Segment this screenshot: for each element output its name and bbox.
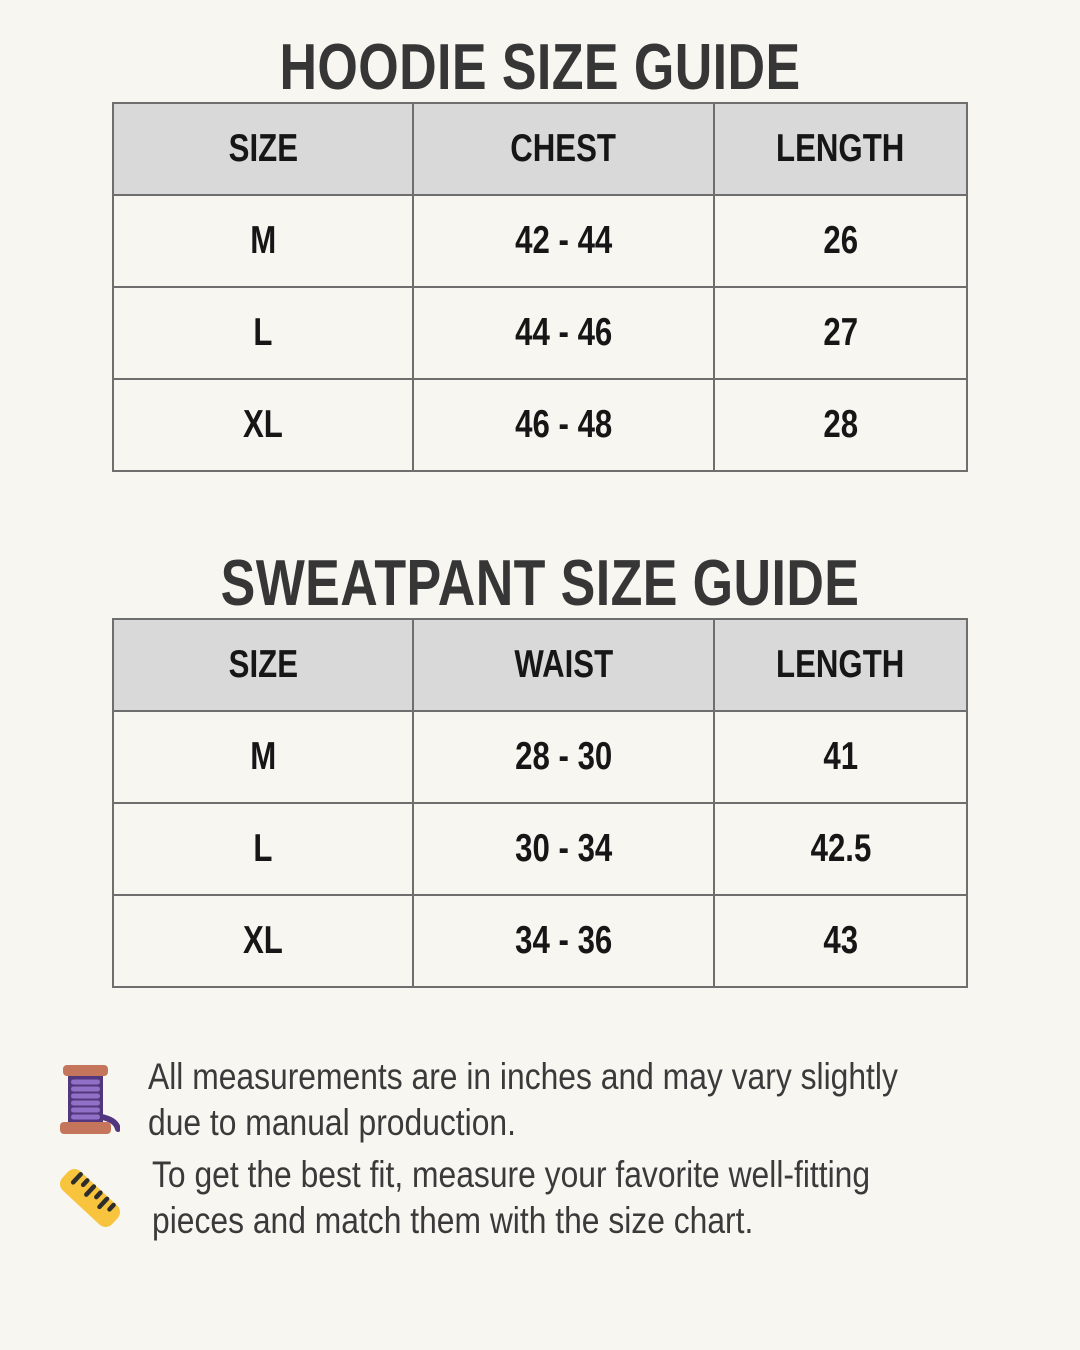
length-value: 26 [823, 219, 858, 262]
hoodie-column-header-length: LENGTH [713, 102, 968, 196]
column-header-label: SIZE [228, 643, 298, 686]
length-cell: 41 [713, 710, 968, 804]
note-text-line: pieces and match them with the size char… [152, 1200, 754, 1241]
waist-cell: 34 - 36 [411, 894, 716, 988]
note-best-fit: To get the best fit, measure your favori… [54, 1152, 1080, 1244]
sweatpant-size-table: SIZE WAIST LENGTH M 28 - 30 41 L 30 - 34… [112, 618, 968, 988]
size-value: XL [242, 919, 283, 962]
length-cell: 28 [713, 378, 968, 472]
waist-value: 34 - 36 [514, 919, 613, 962]
column-header-label: WAIST [514, 643, 613, 686]
waist-value: 28 - 30 [514, 735, 613, 778]
note-measurements: All measurements are in inches and may v… [54, 1054, 1080, 1146]
sweatpant-column-header-waist: WAIST [411, 618, 716, 712]
hoodie-column-header-chest: CHEST [411, 102, 716, 196]
length-value: 27 [823, 311, 858, 354]
size-value: L [253, 311, 273, 354]
sweatpant-guide-title: SWEATPANT SIZE GUIDE [220, 546, 860, 619]
note-text-line: To get the best fit, measure your favori… [152, 1154, 871, 1195]
chest-cell: 42 - 44 [411, 194, 716, 288]
size-value: M [249, 735, 276, 778]
waist-value: 30 - 34 [514, 827, 613, 870]
ruler-icon [54, 1162, 126, 1234]
column-header-label: LENGTH [776, 127, 905, 170]
size-cell: L [112, 286, 414, 380]
length-cell: 26 [713, 194, 968, 288]
chest-cell: 44 - 46 [411, 286, 716, 380]
note-text: All measurements are in inches and may v… [148, 1054, 1020, 1146]
hoodie-table-header-row: SIZE CHEST LENGTH [112, 102, 968, 196]
sweatpant-row-m: M 28 - 30 41 [112, 710, 968, 804]
sweatpant-row-l: L 30 - 34 42.5 [112, 802, 968, 896]
sweatpant-column-header-length: LENGTH [713, 618, 968, 712]
size-cell: M [112, 194, 414, 288]
note-text-line: due to manual production. [148, 1102, 516, 1143]
size-value: XL [242, 403, 283, 446]
column-header-label: CHEST [510, 127, 617, 170]
length-value: 42.5 [810, 827, 871, 870]
length-value: 41 [823, 735, 858, 778]
sweatpant-row-xl: XL 34 - 36 43 [112, 894, 968, 988]
chest-value: 42 - 44 [514, 219, 613, 262]
notes-section: All measurements are in inches and may v… [54, 1054, 1080, 1244]
note-text-line: All measurements are in inches and may v… [148, 1056, 898, 1097]
size-value: L [253, 827, 273, 870]
hoodie-row-l: L 44 - 46 27 [112, 286, 968, 380]
length-value: 43 [823, 919, 858, 962]
waist-cell: 30 - 34 [411, 802, 716, 896]
size-cell: L [112, 802, 414, 896]
size-cell: XL [112, 378, 414, 472]
sweatpant-table-header-row: SIZE WAIST LENGTH [112, 618, 968, 712]
sweatpant-column-header-size: SIZE [112, 618, 414, 712]
length-cell: 27 [713, 286, 968, 380]
hoodie-size-table: SIZE CHEST LENGTH M 42 - 44 26 L 44 - 46… [112, 102, 968, 472]
size-value: M [249, 219, 276, 262]
thread-spool-icon [54, 1063, 122, 1137]
hoodie-row-m: M 42 - 44 26 [112, 194, 968, 288]
length-cell: 42.5 [713, 802, 968, 896]
length-value: 28 [823, 403, 858, 446]
hoodie-guide-title: HOODIE SIZE GUIDE [279, 30, 801, 103]
size-cell: M [112, 710, 414, 804]
hoodie-column-header-size: SIZE [112, 102, 414, 196]
column-header-label: SIZE [228, 127, 298, 170]
length-cell: 43 [713, 894, 968, 988]
hoodie-row-xl: XL 46 - 48 28 [112, 378, 968, 472]
chest-value: 44 - 46 [514, 311, 613, 354]
chest-value: 46 - 48 [514, 403, 613, 446]
chest-cell: 46 - 48 [411, 378, 716, 472]
size-cell: XL [112, 894, 414, 988]
note-text: To get the best fit, measure your favori… [152, 1152, 987, 1244]
waist-cell: 28 - 30 [411, 710, 716, 804]
column-header-label: LENGTH [776, 643, 905, 686]
